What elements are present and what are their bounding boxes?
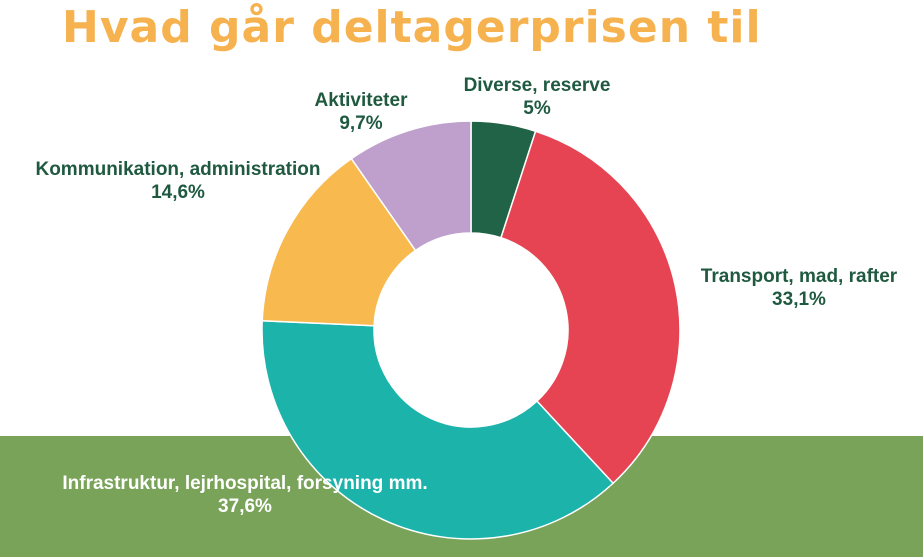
label-aktiviteter: Aktiviteter 9,7%	[315, 89, 408, 135]
chart-title: Hvad går deltagerprisen til	[62, 2, 762, 53]
slice-kommunikation	[261, 157, 417, 327]
label-kommunikation: Kommunikation, administration 14,6%	[35, 158, 320, 204]
label-transport-mad-rafter: Transport, mad, rafter 33,1%	[701, 265, 897, 311]
label-infrastruktur-name: Infrastruktur, lejrhospital, forsyning m…	[62, 473, 428, 494]
slice-infrastruktur	[261, 320, 615, 540]
label-infrastruktur-value: 37,6%	[218, 496, 272, 517]
label-diverse-reserve-name: Diverse, reserve	[463, 75, 611, 96]
slice-aktiviteter	[350, 120, 472, 252]
label-aktiviteter-value: 9,7%	[339, 113, 383, 134]
label-transport-mad-rafter-name: Transport, mad, rafter	[700, 266, 898, 287]
label-kommunikation-value: 14,6%	[151, 182, 205, 203]
label-diverse-reserve: Diverse, reserve 5%	[464, 74, 611, 120]
label-diverse-reserve-value: 5%	[523, 98, 551, 119]
label-aktiviteter-name: Aktiviteter	[314, 90, 408, 111]
slice-transport-mad-rafter	[500, 130, 681, 485]
label-infrastruktur: Infrastruktur, lejrhospital, forsyning m…	[62, 472, 427, 518]
label-kommunikation-name: Kommunikation, administration	[35, 159, 321, 180]
label-transport-mad-rafter-value: 33,1%	[772, 289, 826, 310]
